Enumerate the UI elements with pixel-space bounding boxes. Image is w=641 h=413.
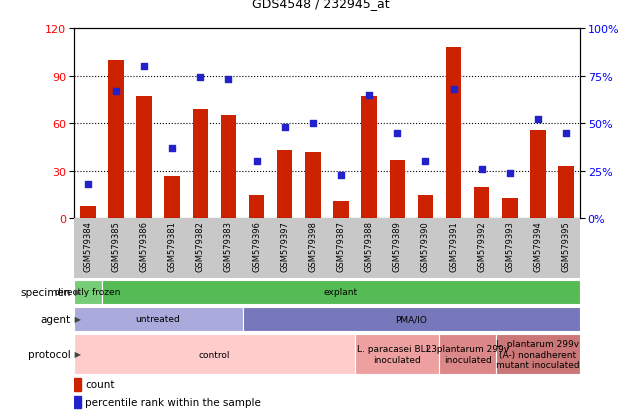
Text: GSM579396: GSM579396 bbox=[252, 221, 261, 271]
Text: GSM579388: GSM579388 bbox=[365, 221, 374, 272]
Bar bbox=[445, 48, 462, 219]
Bar bbox=[74, 396, 81, 408]
Point bbox=[420, 159, 431, 165]
Text: ▶: ▶ bbox=[72, 315, 81, 323]
Text: count: count bbox=[85, 380, 115, 389]
Bar bbox=[558, 166, 574, 219]
Text: GSM579389: GSM579389 bbox=[393, 221, 402, 271]
Text: GSM579386: GSM579386 bbox=[140, 221, 149, 272]
Text: percentile rank within the sample: percentile rank within the sample bbox=[85, 397, 262, 407]
Text: L. plantarum 299v
(A-) nonadherent
mutant inoculated: L. plantarum 299v (A-) nonadherent mutan… bbox=[496, 339, 579, 369]
Bar bbox=[80, 206, 96, 219]
Point bbox=[561, 130, 571, 137]
Bar bbox=[192, 109, 208, 219]
Text: GSM579392: GSM579392 bbox=[477, 221, 486, 271]
Bar bbox=[474, 187, 489, 219]
Text: GSM579398: GSM579398 bbox=[308, 221, 317, 271]
Text: GSM579393: GSM579393 bbox=[505, 221, 514, 271]
Bar bbox=[530, 130, 545, 219]
Bar bbox=[221, 116, 236, 219]
Bar bbox=[74, 378, 81, 391]
Text: L. plantarum 299v
inoculated: L. plantarum 299v inoculated bbox=[426, 344, 509, 364]
Point bbox=[111, 88, 121, 95]
Text: GSM579397: GSM579397 bbox=[280, 221, 289, 271]
Bar bbox=[74, 307, 242, 331]
Point bbox=[504, 170, 515, 177]
Point bbox=[279, 124, 290, 131]
Text: GSM579387: GSM579387 bbox=[337, 221, 345, 272]
Text: GSM579390: GSM579390 bbox=[421, 221, 430, 271]
Point bbox=[83, 181, 93, 188]
Bar bbox=[502, 198, 517, 219]
Text: control: control bbox=[199, 350, 230, 358]
Bar bbox=[249, 195, 264, 219]
Bar bbox=[305, 152, 320, 219]
Bar bbox=[137, 97, 152, 219]
Text: GDS4548 / 232945_at: GDS4548 / 232945_at bbox=[252, 0, 389, 10]
Bar bbox=[74, 280, 102, 304]
Bar bbox=[277, 151, 292, 219]
Point bbox=[533, 117, 543, 123]
Point bbox=[392, 130, 403, 137]
Text: GSM579383: GSM579383 bbox=[224, 221, 233, 272]
Bar bbox=[242, 307, 580, 331]
Text: GSM579391: GSM579391 bbox=[449, 221, 458, 271]
Text: GSM579394: GSM579394 bbox=[533, 221, 542, 271]
Point bbox=[476, 166, 487, 173]
Bar bbox=[355, 335, 440, 374]
Text: GSM579385: GSM579385 bbox=[112, 221, 121, 271]
Bar bbox=[390, 160, 405, 219]
Text: directly frozen: directly frozen bbox=[55, 288, 121, 297]
Point bbox=[223, 77, 233, 83]
Point bbox=[364, 92, 374, 99]
Text: GSM579395: GSM579395 bbox=[562, 221, 570, 271]
Text: ▶: ▶ bbox=[72, 350, 81, 358]
Point bbox=[195, 75, 205, 82]
Point bbox=[251, 159, 262, 165]
Text: PMA/IO: PMA/IO bbox=[395, 315, 428, 323]
Bar bbox=[165, 176, 180, 219]
Text: ▶: ▶ bbox=[72, 288, 81, 297]
Text: explant: explant bbox=[324, 288, 358, 297]
Text: GSM579382: GSM579382 bbox=[196, 221, 205, 271]
Bar bbox=[440, 335, 495, 374]
Text: agent: agent bbox=[40, 314, 71, 324]
Text: protocol: protocol bbox=[28, 349, 71, 359]
Text: untreated: untreated bbox=[136, 315, 181, 323]
Bar bbox=[362, 97, 377, 219]
Text: L. paracasei BL23
inoculated: L. paracasei BL23 inoculated bbox=[357, 344, 437, 364]
Point bbox=[167, 145, 178, 152]
Point bbox=[308, 121, 318, 127]
Text: GSM579381: GSM579381 bbox=[168, 221, 177, 271]
Bar bbox=[495, 335, 580, 374]
Text: specimen: specimen bbox=[20, 287, 71, 297]
Bar bbox=[333, 202, 349, 219]
Point bbox=[449, 86, 459, 93]
Bar bbox=[418, 195, 433, 219]
Point bbox=[139, 64, 149, 70]
Bar bbox=[74, 335, 355, 374]
Bar bbox=[108, 61, 124, 219]
Point bbox=[336, 172, 346, 178]
Text: GSM579384: GSM579384 bbox=[83, 221, 92, 271]
